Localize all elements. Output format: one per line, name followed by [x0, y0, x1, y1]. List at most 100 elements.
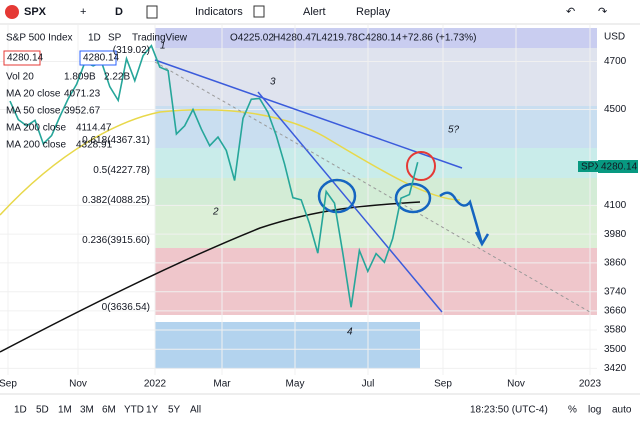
- range-button[interactable]: 1D: [14, 405, 27, 416]
- x-tick-label: Nov: [69, 379, 87, 390]
- fib-price: (319.02): [113, 45, 150, 56]
- sell-box[interactable]: [3, 50, 41, 66]
- y-tick-label: 3980: [604, 229, 627, 240]
- auto-toggle[interactable]: auto: [612, 405, 632, 416]
- annotation: 4: [347, 327, 353, 338]
- range-button[interactable]: All: [190, 405, 201, 416]
- clock: 18:23:50 (UTC-4): [470, 405, 548, 416]
- fib-label: 0(3636.54): [102, 302, 150, 313]
- y-tick-label: 3860: [604, 258, 627, 269]
- indicator-name: MA 200 close: [6, 123, 66, 134]
- range-button[interactable]: YTD: [124, 405, 144, 416]
- annotation: 2: [212, 207, 219, 218]
- fib-price: (4367.31): [107, 135, 150, 146]
- indicator-name: MA 20 close: [6, 89, 61, 100]
- y-tick-label: 4500: [604, 104, 627, 115]
- x-tick-label: Sep: [434, 379, 452, 390]
- percent-toggle[interactable]: %: [568, 405, 577, 416]
- redo[interactable]: ↷: [598, 6, 607, 18]
- arrow-drawing: [439, 191, 484, 245]
- last-price: 4280.14: [601, 162, 638, 173]
- fib-level: 0.5: [93, 165, 107, 176]
- ohlc-close: C4280.14: [358, 33, 402, 44]
- indicator-value: 1.809B: [64, 72, 96, 83]
- indicator-value: 4328.91: [76, 140, 113, 151]
- layout-button[interactable]: [253, 5, 265, 18]
- alert[interactable]: Alert: [303, 6, 326, 18]
- x-tick-label: 2022: [144, 379, 167, 390]
- fib-price: (3636.54): [107, 302, 150, 313]
- fib-level: 0: [102, 302, 108, 313]
- currency: USD: [604, 32, 625, 43]
- y-tick-label: 3740: [604, 286, 627, 297]
- price-line: [9, 44, 419, 308]
- x-tick-label: May: [286, 379, 305, 390]
- x-tick-label: Jul: [362, 379, 375, 390]
- indicators[interactable]: Indicators: [195, 6, 243, 18]
- range-button[interactable]: 5D: [36, 405, 49, 416]
- fib-price: (4088.25): [107, 195, 150, 206]
- last-price-box: [598, 160, 638, 173]
- ohlc-open: O4225.02: [230, 33, 274, 44]
- ohlc-low: L4219.78: [316, 33, 358, 44]
- toolbar: [0, 0, 640, 24]
- chart-type[interactable]: [146, 5, 158, 19]
- add-button[interactable]: +: [80, 6, 86, 18]
- fib-level: 0.382: [82, 195, 107, 206]
- fib-price: (3915.60): [107, 235, 150, 246]
- circle-drawing: [394, 182, 432, 214]
- interval[interactable]: D: [115, 6, 123, 18]
- ohlc-change: +72.86 (+1.73%): [402, 33, 477, 44]
- circle-drawing: [317, 178, 357, 214]
- x-tick-label: Mar: [213, 379, 231, 390]
- y-tick-label: 3580: [604, 325, 627, 336]
- x-tick-label: 2023: [579, 379, 602, 390]
- indicator-name: Vol 20: [6, 72, 34, 83]
- fib-label: (319.02): [113, 45, 150, 56]
- fib-label: 0.618(4367.31): [82, 135, 150, 146]
- chart: [9, 44, 419, 308]
- legend-source: TradingView: [132, 33, 188, 44]
- replay[interactable]: Replay: [356, 6, 391, 18]
- fib-label: 0.382(4088.25): [82, 195, 150, 206]
- indicator-value: 2.22B: [104, 72, 130, 83]
- indicator-value: 3952.67: [64, 106, 101, 117]
- range-button[interactable]: 6M: [102, 405, 116, 416]
- undo[interactable]: ↶: [566, 6, 575, 18]
- bottom-bar: 1D 5D 1M 3M 6M YTD 1Y 5Y All: [14, 405, 201, 416]
- circle-drawing: [406, 151, 436, 181]
- indicator-name: MA 200 close: [6, 140, 66, 151]
- y-tick-label: 4700: [604, 56, 627, 67]
- arrow-drawing: [474, 231, 490, 247]
- fib-price: (4227.78): [107, 165, 150, 176]
- annotation: 3: [270, 77, 276, 88]
- buy-box[interactable]: [79, 50, 117, 66]
- range-button[interactable]: 1M: [58, 405, 72, 416]
- fib-level: 0.618: [82, 135, 107, 146]
- last-symbol: SPX: [581, 162, 601, 173]
- fib-level: 0.236: [82, 235, 107, 246]
- buy-price[interactable]: 4280.14: [83, 53, 120, 64]
- symbol[interactable]: SPX: [24, 6, 47, 18]
- annotation: 1: [160, 41, 166, 52]
- indicator-name: MA 50 close: [6, 106, 61, 117]
- x-tick-label: Sep: [0, 379, 17, 390]
- range-button[interactable]: 5Y: [168, 405, 181, 416]
- fib-label: 0.5(4227.78): [93, 165, 150, 176]
- annotation: 5?: [448, 125, 460, 136]
- last-symbol-box: [578, 161, 598, 172]
- sell-price[interactable]: 4280.14: [7, 53, 44, 64]
- price-axis: [597, 25, 640, 375]
- log-toggle[interactable]: log: [588, 405, 601, 416]
- legend-title: S&P 500 Index: [6, 33, 73, 44]
- ma-line: [0, 109, 461, 216]
- indicator-value: 4114.47: [76, 123, 112, 134]
- symbol-icon: [5, 5, 19, 19]
- y-tick-label: 3500: [604, 344, 627, 355]
- trend-line: [257, 91, 443, 313]
- trend-line: [154, 59, 463, 169]
- range-button[interactable]: 3M: [80, 405, 94, 416]
- range-button[interactable]: 1Y: [146, 405, 159, 416]
